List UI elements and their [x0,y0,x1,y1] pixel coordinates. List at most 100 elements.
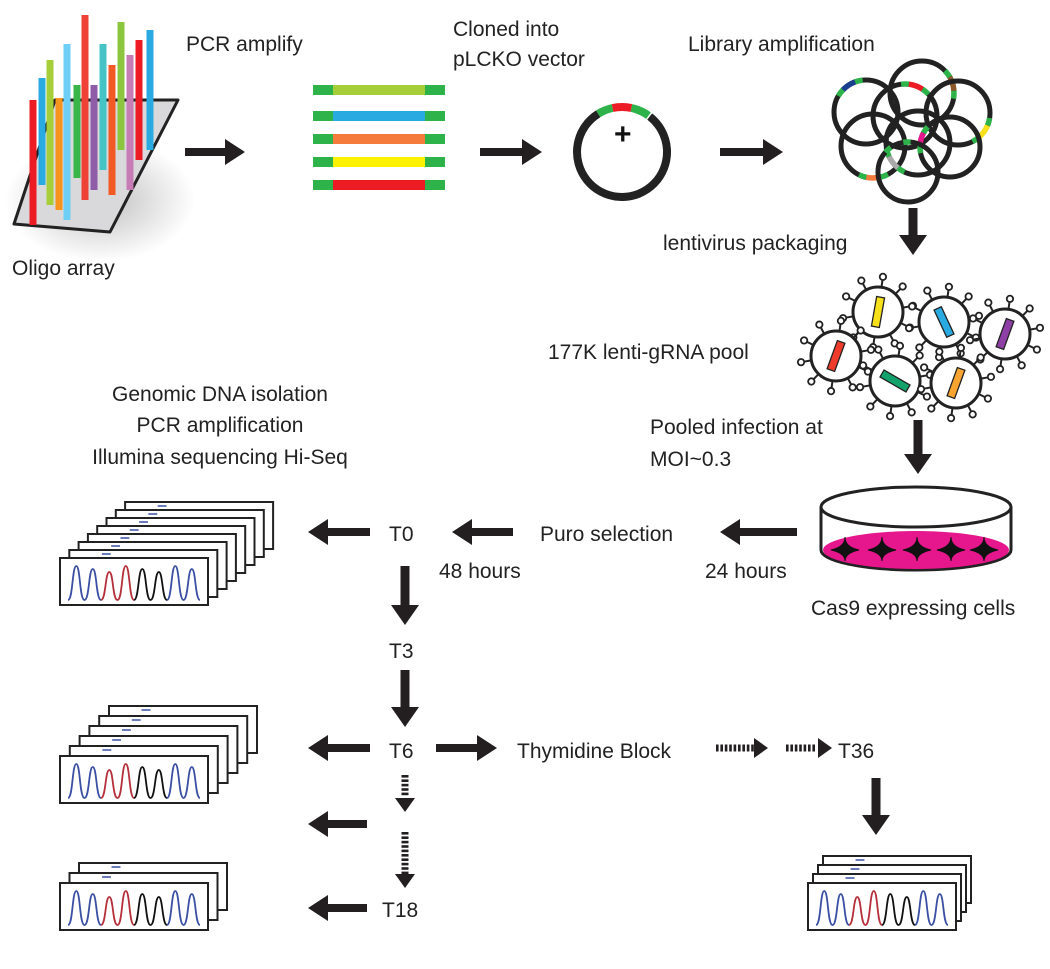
virus-spike [863,384,870,388]
trace-peak [67,890,86,926]
sequencing-trace-stack-icon [807,855,972,931]
trace-peak [166,890,185,926]
virus-knob [916,385,926,394]
virus-spike [879,352,884,359]
insert-barcode [333,111,425,121]
trace-frame [59,557,209,606]
label-pcr-amplify: PCR amplify [186,33,303,56]
virus-spike [975,319,983,324]
virus-knob [922,392,932,401]
virus-spike [961,298,967,304]
label-moi: MOI~0.3 [650,448,732,471]
arrow-icon [452,519,513,545]
trace-peak [100,571,119,601]
label-cloned-into: Cloned into [453,18,560,41]
arrow-icons [185,139,932,921]
virus-spike [973,337,980,341]
vector-backbone [573,110,671,201]
virus-spike [958,351,962,358]
label-thymidine-block: Thymidine Block [517,740,672,763]
virus-knob [885,412,895,421]
virus-knob [976,353,985,362]
dish-cell [867,536,897,562]
virus-spike [889,334,894,341]
insert-flank-left [313,85,333,95]
label-t0: T0 [389,523,414,546]
library-flank [984,117,993,127]
label-library-amplification: Library amplification [688,33,875,56]
trace-peak [133,893,152,926]
virus-knob [915,351,924,360]
vector-green-right [630,104,651,119]
library-flank [883,145,893,155]
virus-spike [846,315,853,319]
trace-peak [67,763,86,799]
trace-frame [59,882,209,931]
virus-spike [912,357,918,363]
trace-peak [930,893,949,926]
virus-knob [807,377,816,386]
virus-spike [933,401,939,407]
virus-spike [820,327,825,334]
library-flank [835,87,846,98]
virus-spike [889,406,893,413]
virus-spike [967,405,972,412]
trace-peak [864,890,883,926]
insert-flank-left [313,134,333,144]
virus-spike [872,337,876,344]
trace-peak [881,893,900,926]
lentivirus-pool-icon [796,272,1045,423]
library-flank [857,172,867,180]
label-lentivirus-packaging: lentivirus packaging [663,232,848,255]
virus-spike [1022,310,1028,316]
trace-peak [166,565,185,601]
trace-frame [59,755,209,804]
virus-knob [964,292,973,301]
insert-barcode [333,85,425,95]
virus-knob [919,363,929,372]
virus-spike [813,374,819,380]
virus-spike [830,381,834,388]
insert-flank-left [313,157,333,167]
virus-knob [984,298,993,307]
label-pooled-infection: Pooled infection at [650,416,823,439]
virus-knob [855,383,865,392]
virus-spike [804,359,811,363]
dashed-arrow-icon [786,738,832,758]
virus-knob [907,408,916,417]
insert-barcode [333,180,425,190]
virus-knob [874,345,883,354]
virus-knob [826,387,836,396]
virus-spike [838,324,842,331]
virus-spike [861,349,868,353]
virus-knob [968,410,977,419]
petri-dish-icon [819,485,1013,572]
trace-peak [914,890,933,926]
arrow-icon [308,811,367,837]
virus-knob [799,336,809,345]
virus-spike [1016,356,1021,363]
trace-peak [182,893,201,926]
virus-spike [912,325,919,329]
trace-peak [848,896,867,926]
library-insert [886,155,900,171]
virus-knob [956,343,966,352]
label-48-hours: 48 hours [439,560,521,583]
label-cas9-expressing-cells: Cas9 expressing cells [811,597,1016,620]
virus-knob [986,372,996,381]
virus-insert [995,317,1015,351]
dish-rim [819,485,1013,529]
trace-peak [149,571,168,601]
virus-spike [862,283,867,290]
library-flank [942,68,953,79]
trace-peak [831,893,850,926]
virus-spike [1030,327,1037,331]
virus-knob [935,347,944,356]
virus-spike [1007,302,1011,309]
virus-knob [856,326,865,335]
arrow-icon [480,139,542,165]
label-genomic-dna-isolation: Genomic DNA isolation [112,383,328,406]
virus-knob [965,336,975,345]
virus-spike [989,305,994,312]
virus-spike [924,386,931,390]
